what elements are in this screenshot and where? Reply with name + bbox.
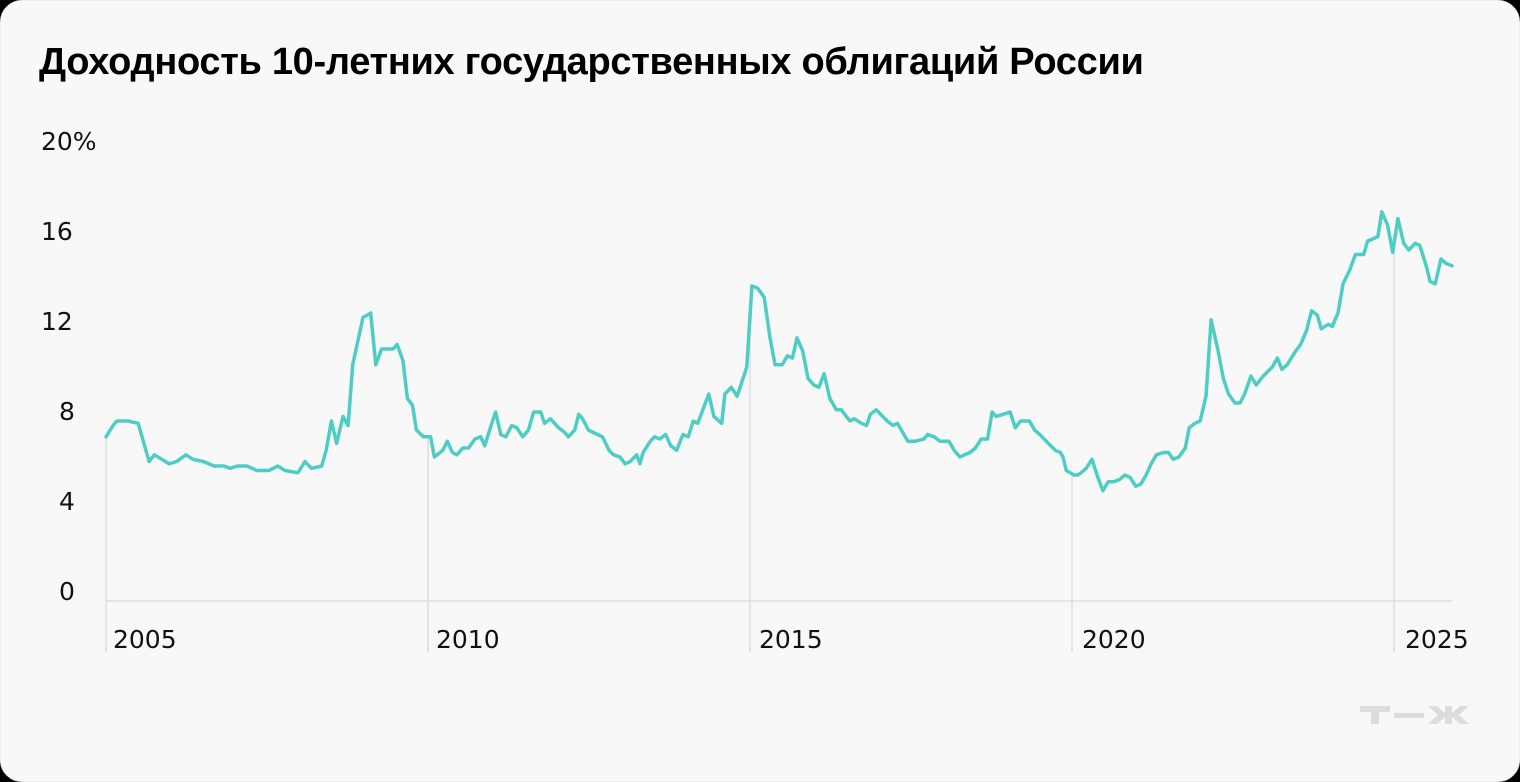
year-marker-lines <box>105 243 1395 652</box>
y-tick-label-8: 8 <box>59 397 75 426</box>
x-tick-label-2020: 2020 <box>1082 625 1146 654</box>
x-tick-label-2025: 2025 <box>1405 625 1469 654</box>
x-tick-label-2015: 2015 <box>759 625 823 654</box>
x-tick-label-2005: 2005 <box>113 625 177 654</box>
x-tick-label-2010: 2010 <box>436 625 500 654</box>
yield-line <box>104 210 1454 493</box>
y-tick-label-12: 12 <box>41 307 73 336</box>
y-tick-label-4: 4 <box>59 487 75 516</box>
y-tick-label-20: 20% <box>41 127 97 156</box>
chart-title: Доходность 10-летних государственных обл… <box>39 41 1144 83</box>
y-tick-label-16: 16 <box>41 217 73 246</box>
y-tick-label-0: 0 <box>59 577 75 606</box>
tzh-logo-icon <box>1360 706 1469 724</box>
